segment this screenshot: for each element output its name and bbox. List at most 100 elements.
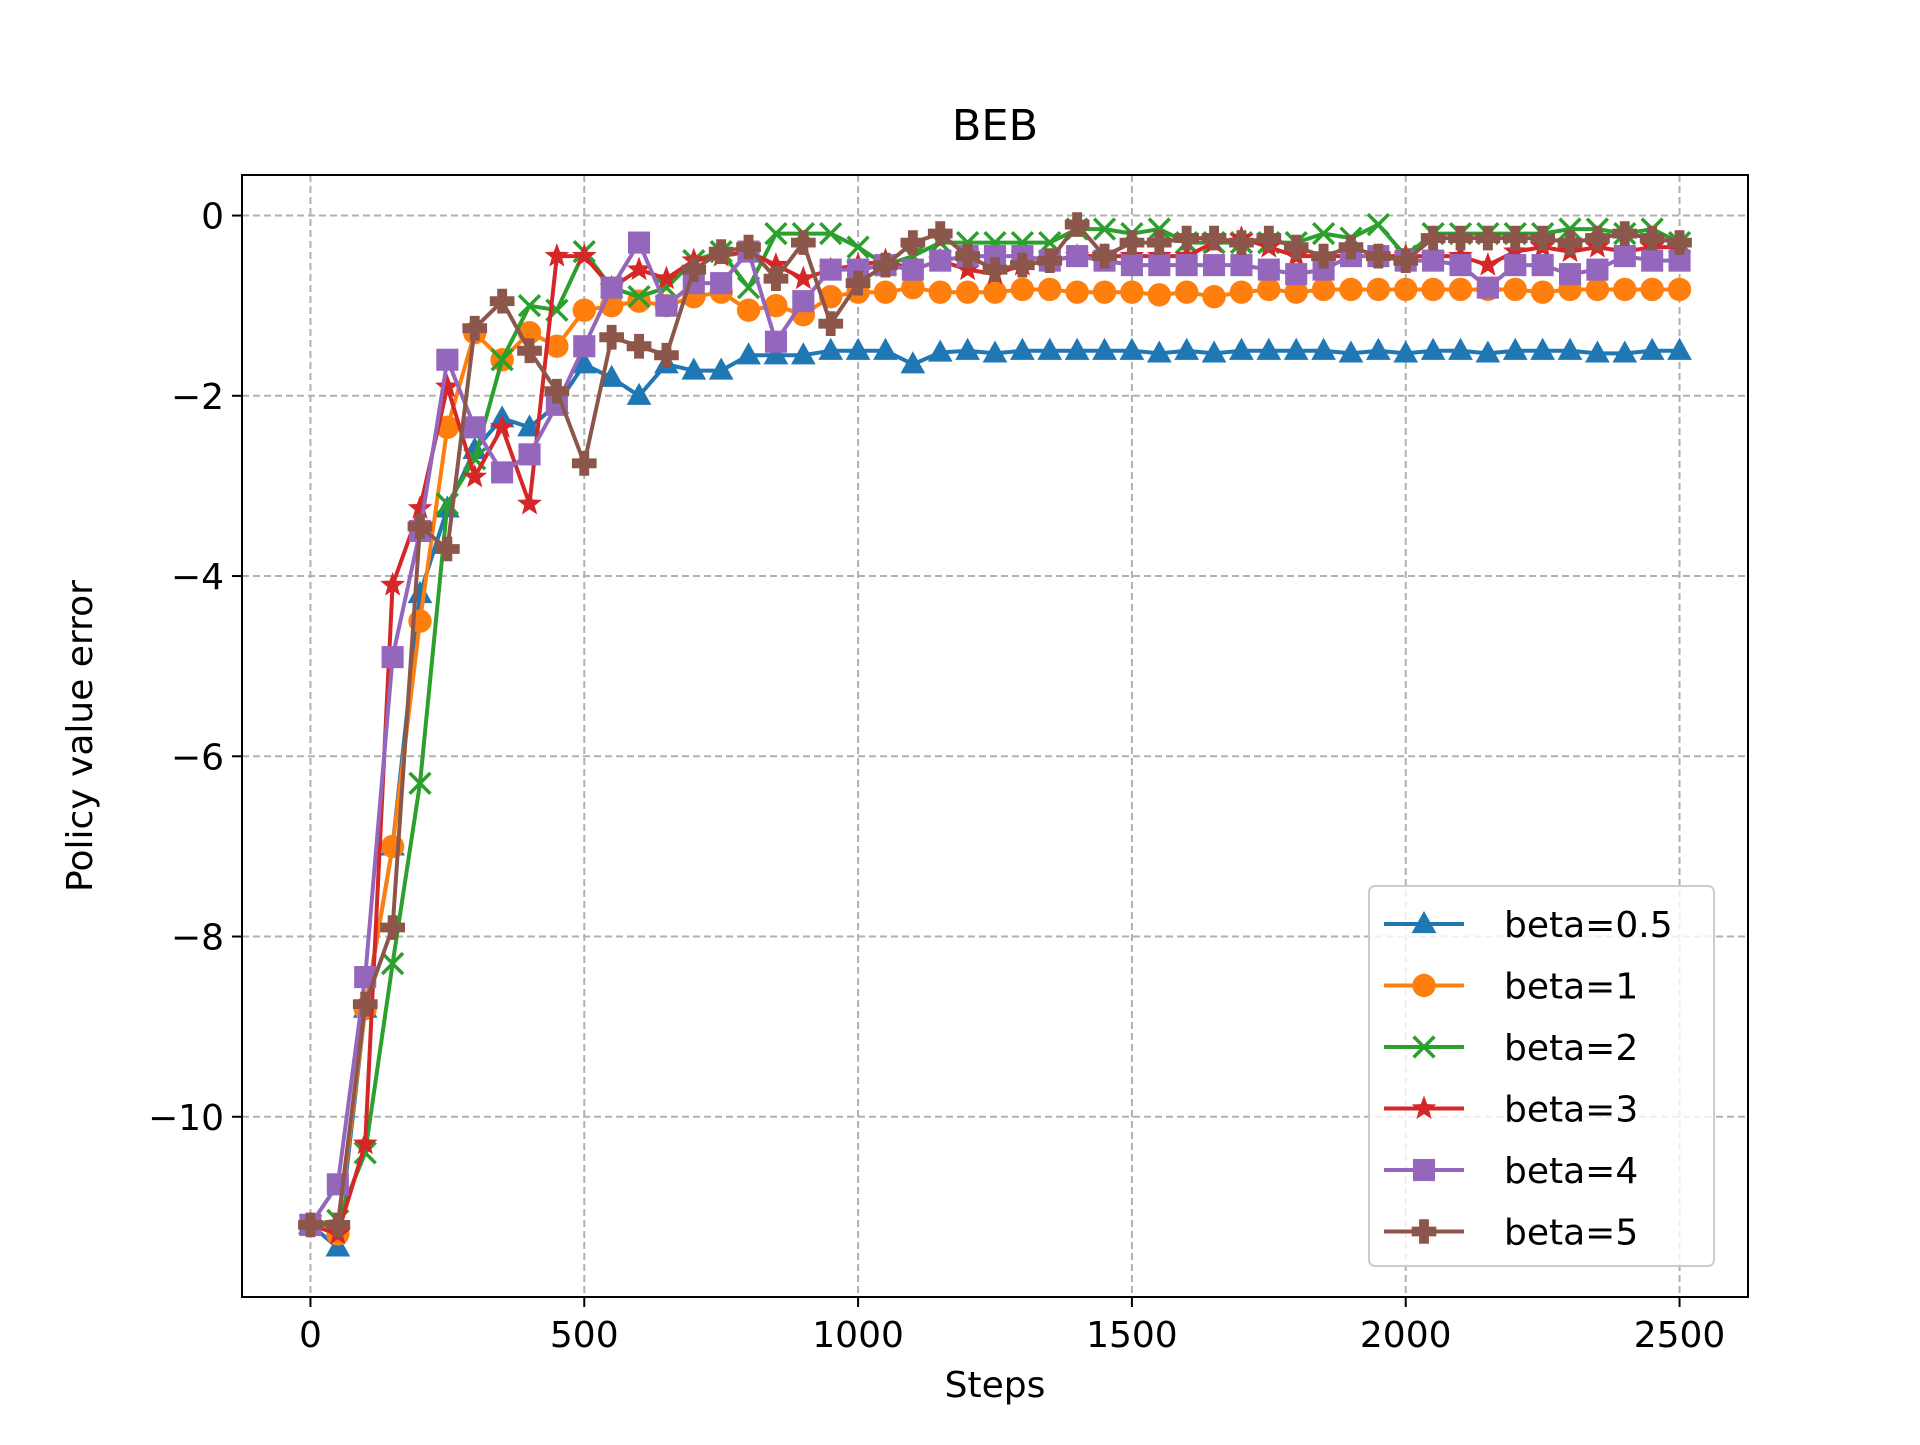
series-point xyxy=(462,463,488,488)
series-point xyxy=(1174,225,1199,251)
series-point xyxy=(1639,225,1665,251)
series-point xyxy=(571,451,597,476)
series-point xyxy=(1585,340,1610,363)
series-point xyxy=(791,230,816,255)
series-point xyxy=(1092,243,1117,269)
series-point xyxy=(1037,337,1063,360)
series-point xyxy=(1010,252,1035,278)
series-point xyxy=(1174,337,1200,360)
series-point xyxy=(435,536,460,562)
series-point xyxy=(790,342,816,365)
legend-marker xyxy=(1412,973,1436,998)
series-point xyxy=(1202,284,1226,309)
x-axis-title: Steps xyxy=(945,1365,1046,1406)
series-layer xyxy=(298,212,1692,1257)
series-point xyxy=(983,245,1007,268)
legend-marker xyxy=(1412,1035,1436,1059)
y-tick-label: −8 xyxy=(171,918,224,959)
series-point xyxy=(955,280,980,304)
series-point xyxy=(955,243,980,269)
series-point xyxy=(1394,277,1418,302)
series-point xyxy=(764,330,787,353)
series-point xyxy=(845,337,871,360)
series-point xyxy=(982,340,1008,363)
x-tick-label: 2500 xyxy=(1634,1315,1726,1356)
series-point xyxy=(1448,225,1473,251)
series-point xyxy=(1283,234,1309,260)
y-tick-label: −6 xyxy=(171,737,224,778)
series-point xyxy=(764,293,788,318)
series-point xyxy=(599,364,625,387)
y-axis-title: Policy value error xyxy=(60,580,101,892)
y-tick-label: −10 xyxy=(148,1098,224,1139)
series-point xyxy=(1613,245,1636,268)
legend-marker xyxy=(1411,1095,1437,1119)
series-point xyxy=(1037,248,1063,273)
series-point xyxy=(1146,340,1172,363)
series-point xyxy=(901,258,924,281)
series-point xyxy=(1502,337,1528,360)
series-point xyxy=(352,991,378,1017)
series-point xyxy=(763,266,789,291)
series-point xyxy=(1558,263,1582,286)
series-point xyxy=(627,285,651,309)
series-point xyxy=(1064,337,1090,360)
series-point xyxy=(708,239,734,264)
series-point xyxy=(1311,337,1336,360)
series-point xyxy=(1229,280,1254,304)
y-tick-label: 0 xyxy=(201,197,224,238)
series-point xyxy=(900,351,926,374)
series-point xyxy=(1558,217,1582,241)
x-tick-label: 1500 xyxy=(1086,1315,1178,1356)
series-point xyxy=(1420,225,1446,251)
series-point xyxy=(571,243,597,267)
series-point xyxy=(1256,337,1282,360)
series-point xyxy=(626,256,652,281)
series-point xyxy=(1201,340,1227,363)
series-point xyxy=(1530,225,1555,251)
series-point xyxy=(819,221,843,246)
series-point xyxy=(407,495,433,519)
series-point xyxy=(600,276,623,299)
series-point xyxy=(1338,340,1364,363)
series-point xyxy=(1010,337,1035,360)
series-point xyxy=(1339,277,1363,302)
series-point xyxy=(1312,258,1335,281)
series-point xyxy=(1393,248,1419,273)
series-point xyxy=(1092,217,1117,241)
series-point xyxy=(626,333,652,359)
series-point xyxy=(626,382,652,405)
series-point xyxy=(1146,230,1172,255)
series-point xyxy=(1311,221,1336,246)
series-point xyxy=(955,337,980,360)
legend-label: beta=5 xyxy=(1504,1213,1638,1254)
series-point xyxy=(1175,254,1198,277)
series-point xyxy=(710,272,733,295)
series-point xyxy=(1448,337,1473,360)
legend-label: beta=1 xyxy=(1504,967,1638,1008)
series-point xyxy=(847,258,870,281)
series-point xyxy=(818,337,844,360)
legend-marker xyxy=(1411,1219,1437,1244)
legend-entry-3: beta=2 xyxy=(1384,1028,1638,1069)
series-point xyxy=(1038,277,1062,302)
series-point xyxy=(407,514,433,539)
series-point xyxy=(1201,225,1227,251)
series-point xyxy=(1530,280,1555,304)
series-point xyxy=(627,231,651,254)
series-point xyxy=(1147,283,1171,307)
series-point xyxy=(791,265,816,290)
series-point xyxy=(818,311,844,336)
series-point xyxy=(1092,337,1117,360)
series-point xyxy=(1668,249,1691,272)
legend-marker xyxy=(1412,1158,1436,1182)
legend-label: beta=2 xyxy=(1504,1028,1638,1069)
series-point xyxy=(517,490,542,515)
series-point xyxy=(654,265,679,290)
series-point xyxy=(1476,276,1499,299)
series-point xyxy=(1667,337,1692,360)
series-point xyxy=(1612,340,1638,363)
series-point xyxy=(983,280,1007,304)
x-tick-label: 2000 xyxy=(1360,1315,1452,1356)
